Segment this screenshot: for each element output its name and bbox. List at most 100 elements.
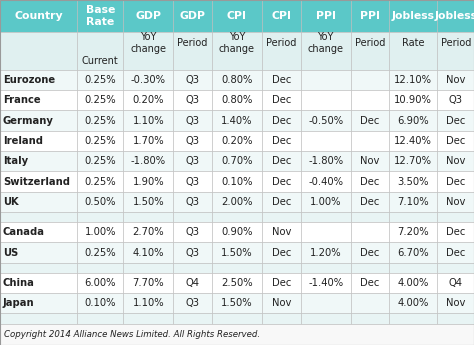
Bar: [173, 212, 212, 222]
Bar: [0, 32, 77, 70]
Text: 0.10%: 0.10%: [221, 177, 253, 187]
Bar: [438, 131, 474, 151]
Text: Nov: Nov: [272, 298, 291, 308]
Bar: [438, 263, 474, 273]
Text: Country: Country: [14, 11, 63, 21]
Bar: [438, 0, 474, 32]
Text: 3.50%: 3.50%: [398, 177, 429, 187]
Bar: [301, 110, 351, 131]
Bar: [173, 0, 212, 32]
Bar: [0, 70, 77, 90]
Text: US: US: [3, 248, 18, 258]
Text: Jobless: Jobless: [434, 11, 474, 21]
Bar: [212, 273, 262, 293]
Bar: [389, 293, 438, 313]
Text: Ireland: Ireland: [3, 136, 43, 146]
Bar: [438, 32, 474, 70]
Bar: [0, 273, 77, 293]
Text: Period: Period: [177, 38, 208, 48]
Bar: [438, 212, 474, 222]
Bar: [77, 192, 123, 212]
Text: 1.00%: 1.00%: [310, 197, 341, 207]
Text: China: China: [3, 278, 35, 288]
Bar: [389, 0, 438, 32]
Bar: [123, 192, 173, 212]
Text: 1.20%: 1.20%: [310, 248, 341, 258]
Bar: [438, 293, 474, 313]
Bar: [351, 151, 389, 171]
Bar: [389, 110, 438, 131]
Bar: [351, 293, 389, 313]
Text: Dec: Dec: [446, 136, 465, 146]
Bar: [77, 131, 123, 151]
Bar: [123, 293, 173, 313]
Bar: [301, 192, 351, 212]
Bar: [389, 192, 438, 212]
Text: 1.00%: 1.00%: [84, 227, 116, 237]
Bar: [262, 263, 301, 273]
Bar: [262, 293, 301, 313]
Bar: [262, 192, 301, 212]
Bar: [212, 243, 262, 263]
Bar: [0, 110, 77, 131]
Text: Dec: Dec: [360, 248, 380, 258]
Bar: [301, 313, 351, 324]
Bar: [438, 70, 474, 90]
Bar: [301, 0, 351, 32]
Bar: [438, 192, 474, 212]
Bar: [123, 171, 173, 192]
Bar: [77, 70, 123, 90]
Bar: [212, 171, 262, 192]
Text: 7.20%: 7.20%: [398, 227, 429, 237]
Bar: [212, 263, 262, 273]
Bar: [0, 90, 77, 110]
Text: 0.25%: 0.25%: [84, 177, 116, 187]
Text: Q3: Q3: [186, 248, 200, 258]
Bar: [389, 151, 438, 171]
Text: 2.70%: 2.70%: [133, 227, 164, 237]
Bar: [438, 90, 474, 110]
Text: Dec: Dec: [360, 177, 380, 187]
Bar: [351, 243, 389, 263]
Text: -0.50%: -0.50%: [308, 116, 343, 126]
Bar: [351, 263, 389, 273]
Bar: [301, 212, 351, 222]
Bar: [123, 212, 173, 222]
Text: 0.20%: 0.20%: [221, 136, 253, 146]
Text: Q4: Q4: [449, 278, 463, 288]
Bar: [389, 222, 438, 243]
Bar: [301, 263, 351, 273]
Bar: [212, 222, 262, 243]
Text: Canada: Canada: [3, 227, 45, 237]
Bar: [212, 110, 262, 131]
Bar: [351, 0, 389, 32]
Text: 1.50%: 1.50%: [221, 248, 253, 258]
Bar: [212, 192, 262, 212]
Bar: [212, 293, 262, 313]
Bar: [123, 222, 173, 243]
Bar: [173, 263, 212, 273]
Text: 4.10%: 4.10%: [133, 248, 164, 258]
Bar: [0, 212, 77, 222]
Bar: [389, 273, 438, 293]
Bar: [77, 293, 123, 313]
Bar: [438, 110, 474, 131]
Text: Dec: Dec: [446, 227, 465, 237]
Text: 6.00%: 6.00%: [84, 278, 116, 288]
Text: YoY
change: YoY change: [219, 32, 255, 54]
Bar: [262, 171, 301, 192]
Text: CPI: CPI: [227, 11, 247, 21]
Text: 6.90%: 6.90%: [398, 116, 429, 126]
Text: 7.70%: 7.70%: [133, 278, 164, 288]
Bar: [0, 171, 77, 192]
Text: 1.40%: 1.40%: [221, 116, 253, 126]
Text: Q3: Q3: [449, 95, 463, 105]
Text: 0.25%: 0.25%: [84, 248, 116, 258]
Text: 0.25%: 0.25%: [84, 136, 116, 146]
Bar: [212, 32, 262, 70]
Bar: [301, 151, 351, 171]
Text: Dec: Dec: [272, 95, 291, 105]
Text: 1.50%: 1.50%: [133, 197, 164, 207]
Text: Q3: Q3: [186, 95, 200, 105]
Bar: [77, 273, 123, 293]
